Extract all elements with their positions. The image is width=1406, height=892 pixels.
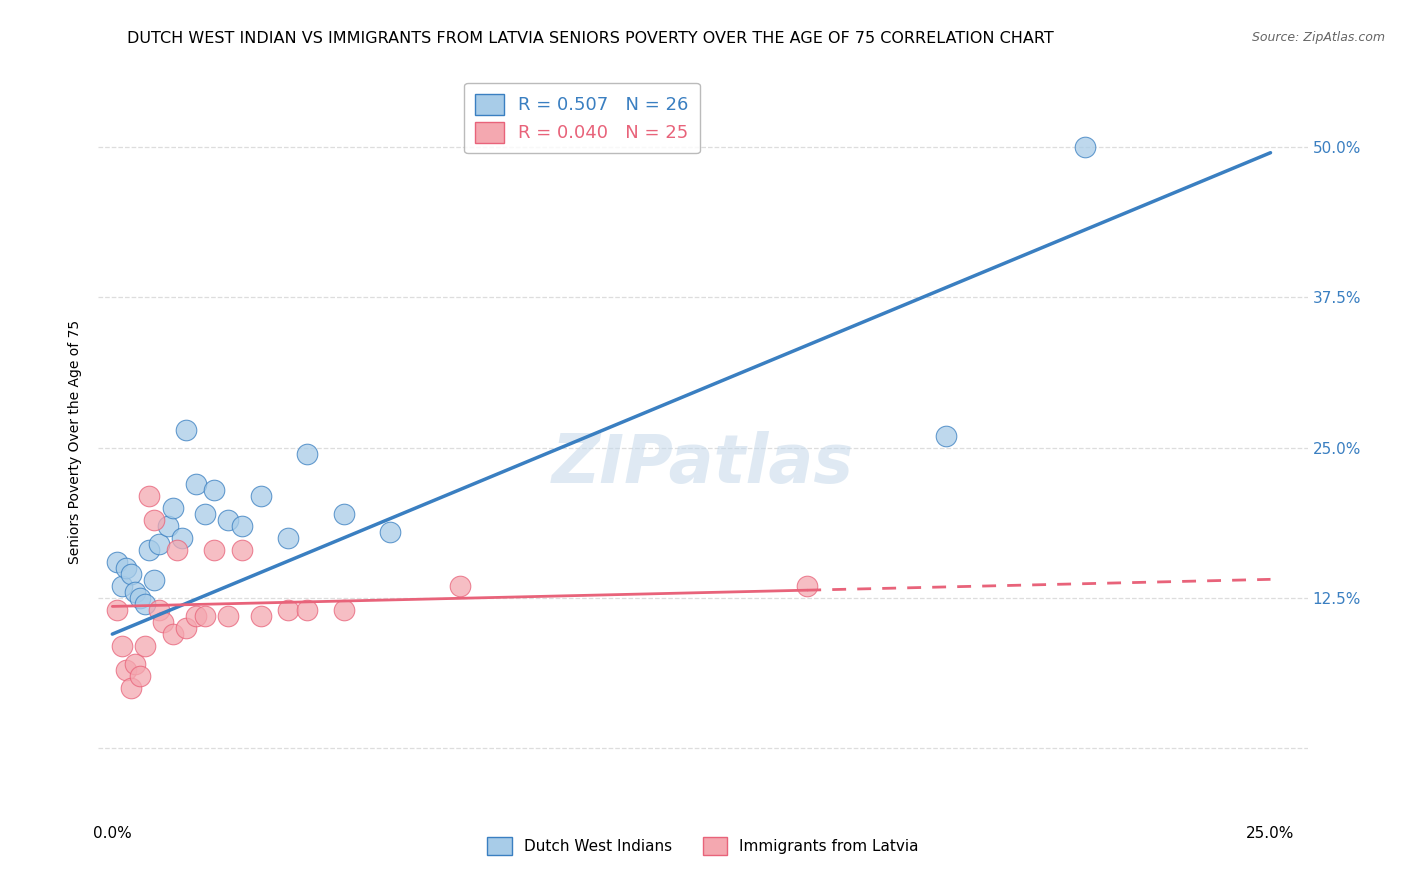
Point [1074, 139, 1097, 153]
Point [170, 531, 193, 545]
Point [333, 603, 356, 617]
Point [129, 591, 152, 605]
Point [134, 639, 156, 653]
Legend: Dutch West Indians, Immigrants from Latvia: Dutch West Indians, Immigrants from Latv… [479, 830, 927, 863]
Point [194, 609, 217, 624]
Point [184, 476, 207, 491]
Point [138, 489, 160, 503]
Point [120, 681, 142, 696]
Point [249, 489, 271, 503]
Point [124, 585, 146, 599]
Point [194, 507, 217, 521]
Point [333, 507, 356, 521]
Point [115, 561, 138, 575]
Point [184, 609, 207, 624]
Text: DUTCH WEST INDIAN VS IMMIGRANTS FROM LATVIA SENIORS POVERTY OVER THE AGE OF 75 C: DUTCH WEST INDIAN VS IMMIGRANTS FROM LAT… [127, 31, 1054, 46]
Text: Source: ZipAtlas.com: Source: ZipAtlas.com [1251, 31, 1385, 45]
Point [796, 579, 818, 593]
Text: ZIPatlas: ZIPatlas [553, 432, 853, 497]
Point [110, 639, 132, 653]
Point [134, 597, 156, 611]
Point [110, 579, 132, 593]
Point [143, 573, 166, 587]
Point [202, 483, 225, 497]
Point [162, 500, 184, 515]
Point [202, 542, 225, 557]
Point [143, 513, 166, 527]
Point [148, 537, 170, 551]
Point [231, 518, 253, 533]
Y-axis label: Seniors Poverty Over the Age of 75: Seniors Poverty Over the Age of 75 [69, 319, 83, 564]
Point [138, 542, 160, 557]
Point [277, 531, 299, 545]
Point [231, 542, 253, 557]
Point [152, 615, 174, 629]
Point [449, 579, 471, 593]
Point [217, 513, 239, 527]
Point [162, 627, 184, 641]
Point [935, 428, 957, 442]
Point [129, 669, 152, 683]
Point [295, 603, 318, 617]
Point [120, 566, 142, 581]
Point [176, 423, 198, 437]
Point [380, 524, 402, 539]
Point [156, 518, 179, 533]
Point [277, 603, 299, 617]
Point [295, 446, 318, 460]
Point [115, 663, 138, 677]
Point [105, 603, 128, 617]
Point [148, 603, 170, 617]
Point [176, 621, 198, 635]
Point [249, 609, 271, 624]
Point [124, 657, 146, 672]
Point [105, 555, 128, 569]
Point [166, 542, 188, 557]
Point [217, 609, 239, 624]
